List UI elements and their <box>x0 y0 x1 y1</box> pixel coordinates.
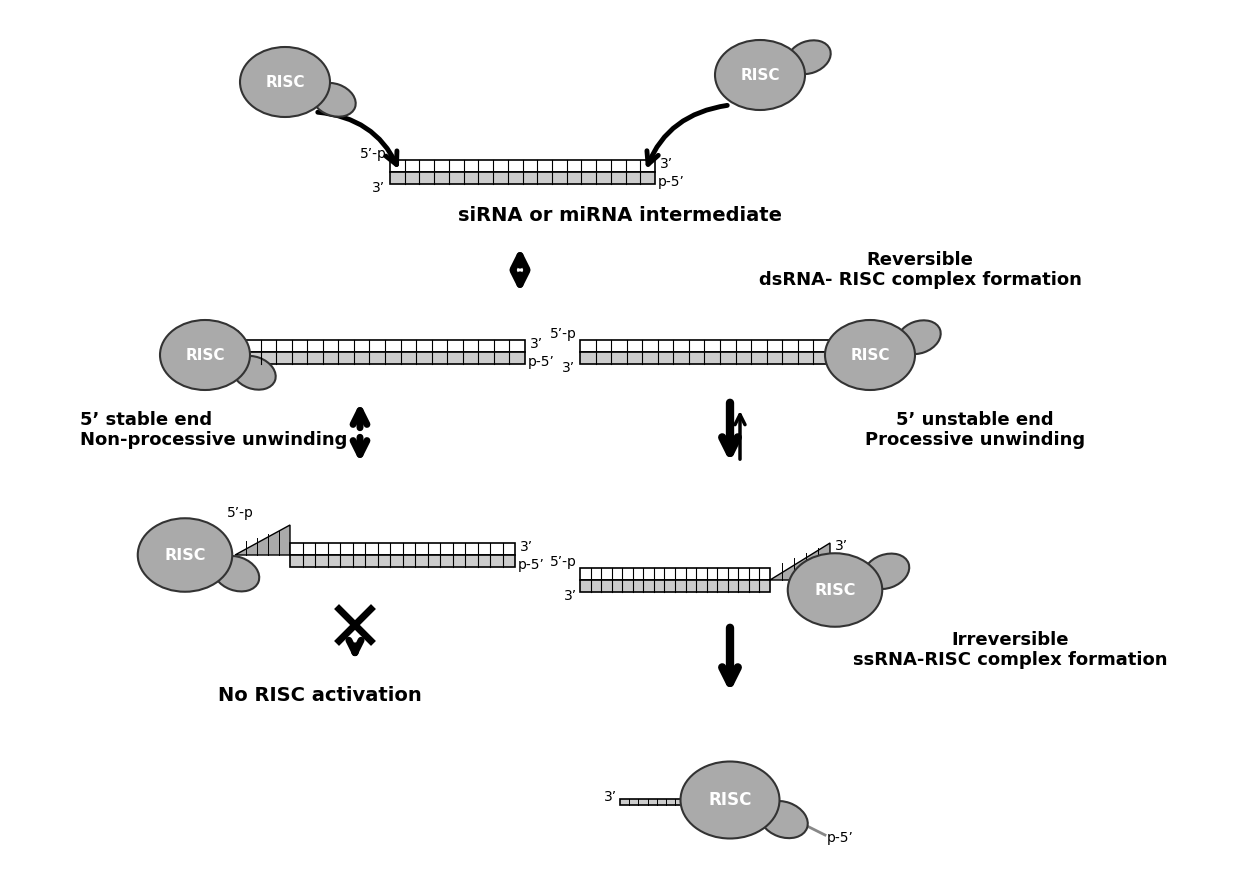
Polygon shape <box>290 543 515 555</box>
Ellipse shape <box>787 553 882 626</box>
Ellipse shape <box>897 321 941 354</box>
Text: p-5’: p-5’ <box>658 175 684 189</box>
Text: 5’-p: 5’-p <box>551 327 577 341</box>
Polygon shape <box>580 352 861 364</box>
Text: No RISC activation: No RISC activation <box>218 685 422 704</box>
Polygon shape <box>391 172 655 184</box>
Text: 3’: 3’ <box>835 539 848 553</box>
Text: 3’: 3’ <box>562 361 575 375</box>
Text: RISC: RISC <box>851 348 890 363</box>
Text: p-5’: p-5’ <box>863 355 890 369</box>
Text: 5’-p: 5’-p <box>227 506 253 520</box>
Ellipse shape <box>138 518 232 591</box>
Polygon shape <box>580 340 861 352</box>
Text: 5’ stable end
Non-processive unwinding: 5’ stable end Non-processive unwinding <box>81 410 347 450</box>
Text: RISC: RISC <box>815 582 856 598</box>
Polygon shape <box>580 568 770 580</box>
Ellipse shape <box>760 801 807 838</box>
Ellipse shape <box>715 40 805 110</box>
Ellipse shape <box>863 554 909 589</box>
Polygon shape <box>620 799 730 805</box>
Polygon shape <box>246 352 525 364</box>
Text: 3’: 3’ <box>604 790 618 804</box>
Ellipse shape <box>160 320 250 390</box>
Text: 5’-p: 5’-p <box>215 327 242 341</box>
Text: siRNA or miRNA intermediate: siRNA or miRNA intermediate <box>458 206 782 225</box>
Text: p-5’: p-5’ <box>844 583 872 597</box>
Text: 3’: 3’ <box>866 337 878 351</box>
Text: 3’: 3’ <box>372 181 384 195</box>
Polygon shape <box>246 340 525 352</box>
Text: p-5’: p-5’ <box>518 558 544 572</box>
Ellipse shape <box>213 556 259 591</box>
Ellipse shape <box>232 356 275 390</box>
Text: Irreversible
ssRNA-RISC complex formation: Irreversible ssRNA-RISC complex formatio… <box>853 631 1167 669</box>
Polygon shape <box>580 580 770 592</box>
Text: 5’-p: 5’-p <box>551 555 577 569</box>
Text: RISC: RISC <box>708 791 751 809</box>
Text: 3’: 3’ <box>660 157 673 171</box>
Text: RISC: RISC <box>265 74 305 90</box>
Polygon shape <box>236 525 290 555</box>
Text: 3’: 3’ <box>529 337 543 351</box>
Ellipse shape <box>681 762 780 839</box>
Text: RISC: RISC <box>164 547 206 563</box>
Polygon shape <box>391 160 655 172</box>
Text: Reversible
dsRNA- RISC complex formation: Reversible dsRNA- RISC complex formation <box>759 251 1081 289</box>
Text: RISC: RISC <box>185 348 224 363</box>
Text: p-5’: p-5’ <box>528 355 554 369</box>
Text: 5’ unstable end
Processive unwinding: 5’ unstable end Processive unwinding <box>866 410 1085 450</box>
Text: 3’: 3’ <box>520 540 533 554</box>
Ellipse shape <box>241 47 330 117</box>
Ellipse shape <box>825 320 915 390</box>
Text: p-5’: p-5’ <box>827 831 854 845</box>
Text: 5’-p: 5’-p <box>360 147 387 161</box>
Text: 3’: 3’ <box>564 589 577 603</box>
Text: RISC: RISC <box>740 67 780 82</box>
Ellipse shape <box>312 83 356 116</box>
Ellipse shape <box>787 40 831 74</box>
Polygon shape <box>290 555 515 567</box>
Polygon shape <box>770 543 830 580</box>
